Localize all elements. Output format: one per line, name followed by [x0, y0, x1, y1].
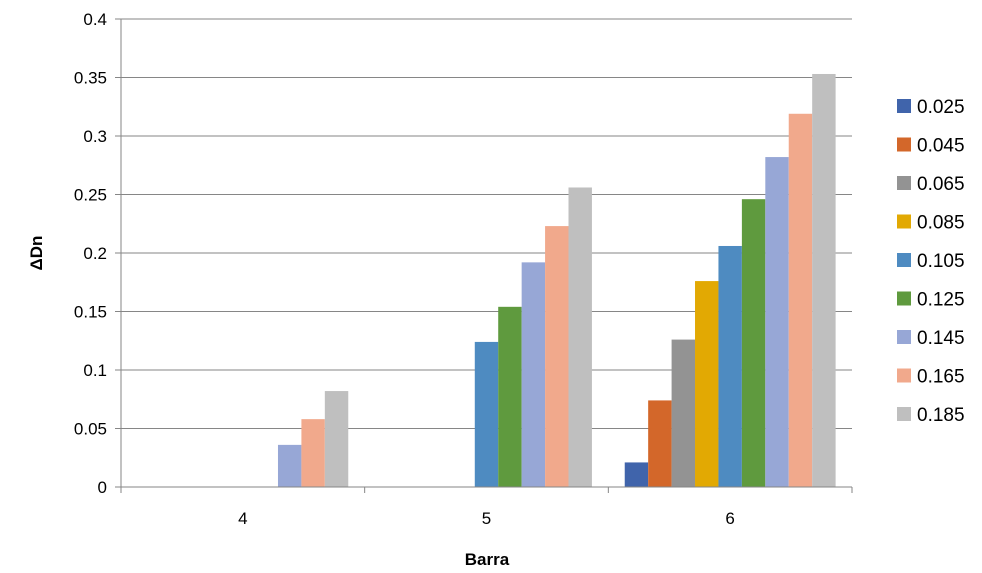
bar-0.185-cat-6 [812, 73, 836, 488]
x-axis-title: Barra [465, 550, 510, 569]
y-tick-label: 0.2 [83, 244, 107, 263]
bar-0.165-cat-4 [301, 419, 325, 487]
bar-0.045-cat-6 [648, 400, 672, 487]
bar-0.065-cat-6 [671, 339, 696, 487]
bar-0.105-cat-5 [474, 341, 499, 487]
bar-0.145-cat-4 [277, 444, 302, 487]
legend-swatch [897, 214, 911, 229]
bar-0.025-cat-6 [624, 462, 649, 487]
gridlines [115, 18, 852, 488]
y-tick-label: 0.35 [74, 69, 107, 88]
legend-swatch [897, 137, 911, 152]
y-axis-title: ΔDn [27, 236, 46, 271]
bar-0.165-cat-6 [788, 113, 813, 488]
legend-label: 0.145 [917, 328, 965, 349]
bar-0.185-cat-5 [568, 187, 592, 488]
y-tick-label: 0.25 [74, 186, 107, 205]
legend-label: 0.165 [917, 367, 965, 388]
legend-label: 0.025 [917, 97, 965, 118]
y-tick-label: 0.15 [74, 303, 107, 322]
legend-label: 0.105 [917, 251, 965, 272]
legend-swatch [897, 291, 911, 306]
y-tick-label: 0.4 [83, 10, 107, 29]
bar-0.165-cat-5 [545, 226, 569, 487]
x-tick-label: 5 [482, 509, 491, 528]
axes [120, 19, 853, 493]
bars [277, 73, 836, 488]
y-tick-label: 0.3 [83, 127, 107, 146]
y-tick-labels: 0 0.05 0.1 0.15 0.2 0.25 0.3 0.35 0.4 [74, 10, 107, 497]
legend-swatch [897, 407, 911, 421]
bar-0.145-cat-5 [521, 262, 546, 487]
x-tick-label: 4 [238, 509, 247, 528]
y-tick-label: 0 [98, 478, 107, 497]
legend-label: 0.065 [917, 174, 965, 195]
bar-0.085-cat-6 [695, 281, 719, 487]
bar-0.125-cat-6 [741, 199, 766, 487]
bar-0.105-cat-6 [718, 245, 742, 487]
legend: 0.025 0.045 0.065 0.085 0.105 0.125 0.145 0.165… [897, 97, 965, 426]
legend-label: 0.085 [917, 213, 965, 234]
legend-swatch [897, 368, 911, 383]
legend-label: 0.185 [917, 405, 965, 426]
x-tick-labels: 4 5 6 [238, 509, 735, 528]
legend-label: 0.045 [917, 136, 965, 157]
bar-0.145-cat-6 [765, 157, 789, 487]
legend-label: 0.125 [917, 290, 965, 311]
legend-swatch [897, 176, 911, 190]
y-tick-label: 0.05 [74, 420, 107, 439]
y-tick-label: 0.1 [83, 361, 107, 380]
legend-swatch [897, 99, 911, 113]
bar-0.185-cat-4 [324, 391, 349, 487]
legend-swatch [897, 330, 911, 344]
legend-swatch [897, 253, 911, 267]
bar-0.125-cat-5 [498, 306, 522, 487]
x-tick-label: 6 [725, 509, 734, 528]
